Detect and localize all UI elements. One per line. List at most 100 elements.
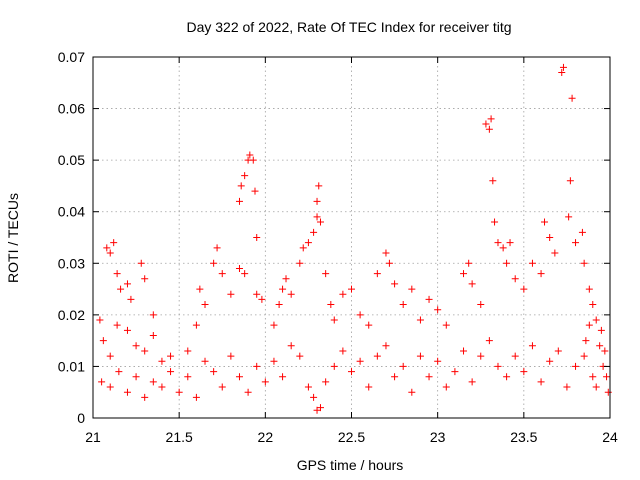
data-point [316,218,324,226]
data-point [196,285,204,293]
data-point [604,388,612,396]
data-point [175,388,183,396]
data-point [218,270,226,278]
data-point [339,290,347,298]
data-point [227,352,235,360]
data-point [408,388,416,396]
y-tick-label: 0.07 [58,49,85,65]
data-point [192,393,200,401]
data-point [241,172,249,180]
data-point [270,357,278,365]
data-point [399,362,407,370]
x-tick-label: 22 [258,429,274,445]
data-point [244,388,252,396]
data-point [313,197,321,205]
data-point [585,321,593,329]
data-point [425,295,433,303]
data-point [546,234,554,241]
data-point [99,337,107,345]
data-point [468,378,476,386]
y-tick-label: 0.01 [58,358,85,374]
data-point [137,259,145,267]
data-point [568,94,576,102]
data-point [110,239,118,247]
data-point [408,285,416,293]
data-point [592,316,600,324]
data-point [485,125,493,133]
y-tick-label: 0.04 [58,204,85,220]
data-point [503,373,511,381]
data-point [249,156,257,164]
data-point [365,383,373,391]
data-point [330,316,338,324]
data-point [287,342,295,350]
data-point [296,259,304,267]
data-point [123,388,131,396]
data-point [141,275,149,283]
data-point [253,290,261,298]
data-point [416,352,424,360]
data-point [253,234,261,241]
data-point [416,316,424,324]
data-point [241,270,249,278]
data-point [103,244,111,252]
data-point [322,270,330,278]
data-point [167,352,175,360]
data-point [563,383,571,391]
data-point [117,285,125,293]
data-point [520,285,528,293]
data-point [566,177,574,185]
data-point [499,244,507,252]
data-point [356,357,364,365]
data-point [460,270,468,278]
x-tick-label: 23 [430,429,446,445]
data-point [494,239,502,247]
data-point [279,285,287,293]
y-tick-label: 0.03 [58,255,85,271]
data-point [282,275,290,283]
data-point [373,352,381,360]
data-point [261,378,269,386]
data-point [227,290,235,298]
data-point [113,321,121,329]
data-point [487,115,495,123]
x-tick-label: 22.5 [338,429,365,445]
data-point [304,383,312,391]
data-point [127,295,135,303]
data-point [275,301,283,309]
x-tick-label: 21.5 [166,429,193,445]
y-tick-label: 0.06 [58,101,85,117]
data-point [141,347,149,355]
data-point [382,249,390,257]
data-point [565,213,573,221]
data-point [251,187,259,195]
chart-title: Day 322 of 2022, Rate Of TEC Index for r… [186,19,511,35]
x-tick-label: 24 [602,429,618,445]
x-tick-label: 21 [85,429,101,445]
data-point [425,373,433,381]
data-point [477,352,485,360]
data-point [210,368,218,376]
data-point [494,362,502,370]
data-point [158,357,166,365]
data-point [296,352,304,360]
data-point [316,404,324,412]
data-point [559,63,567,71]
data-point [503,259,511,267]
data-point [491,218,499,226]
data-point [322,378,330,386]
data-point [465,259,473,267]
data-point [218,383,226,391]
data-point [528,342,536,350]
data-point [554,347,562,355]
data-point [434,306,442,314]
data-point [327,301,335,309]
data-point [528,259,536,267]
grid-lines [93,57,610,418]
data-point [330,362,338,370]
data-point [558,68,566,76]
data-point [299,244,307,252]
data-point [585,285,593,293]
data-point [511,275,519,283]
data-point [192,321,200,329]
